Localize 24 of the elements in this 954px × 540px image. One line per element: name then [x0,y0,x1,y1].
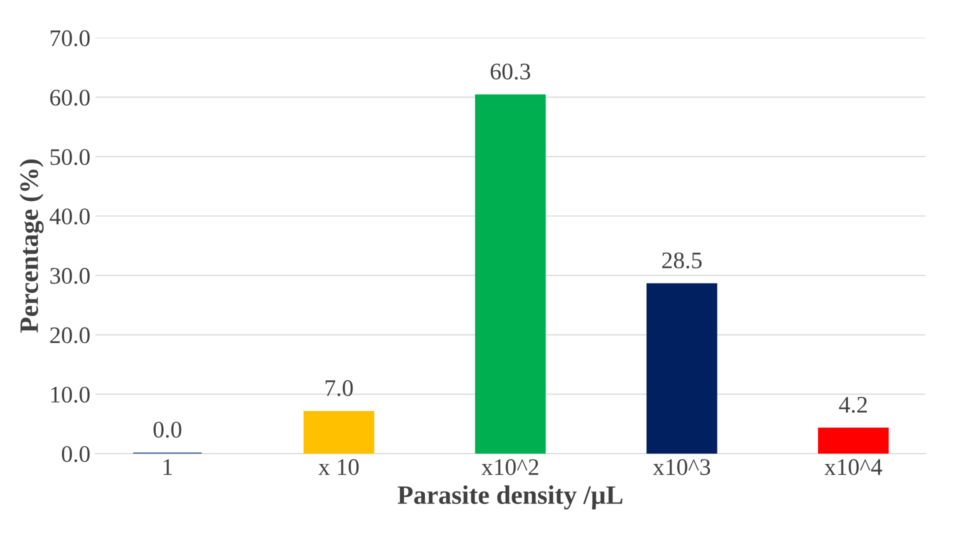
y-tick-label: 70.0 [50,30,90,46]
data-label: 60.3 [490,64,530,80]
bar [818,428,889,454]
y-tick-label: 10.0 [51,386,90,403]
x-tick-label: 1 [164,459,172,475]
x-tick-label: x 10 [318,459,359,476]
data-label: 28.5 [662,252,702,269]
data-label: 7.0 [326,380,353,396]
y-tick-label: 0.0 [62,446,90,462]
x-tick-label: x10^2 [481,459,538,476]
x-tick-label: x10^4 [824,459,882,476]
x-axis-title: Parasite density /µL [398,485,622,510]
bar [304,410,374,454]
y-tick-label: 40.0 [50,208,90,225]
y-tick-label: 50.0 [50,149,90,166]
bar [646,283,718,454]
y-tick-label: 30.0 [50,268,90,284]
y-tick-label: 20.0 [50,327,90,344]
y-axis-title: Percentage (%) [20,160,44,333]
x-tick-label: x10^3 [652,459,710,476]
data-label: 0.0 [154,422,182,438]
bar [475,94,546,454]
y-tick-label: 60.0 [50,90,90,106]
data-label: 4.2 [839,396,867,413]
